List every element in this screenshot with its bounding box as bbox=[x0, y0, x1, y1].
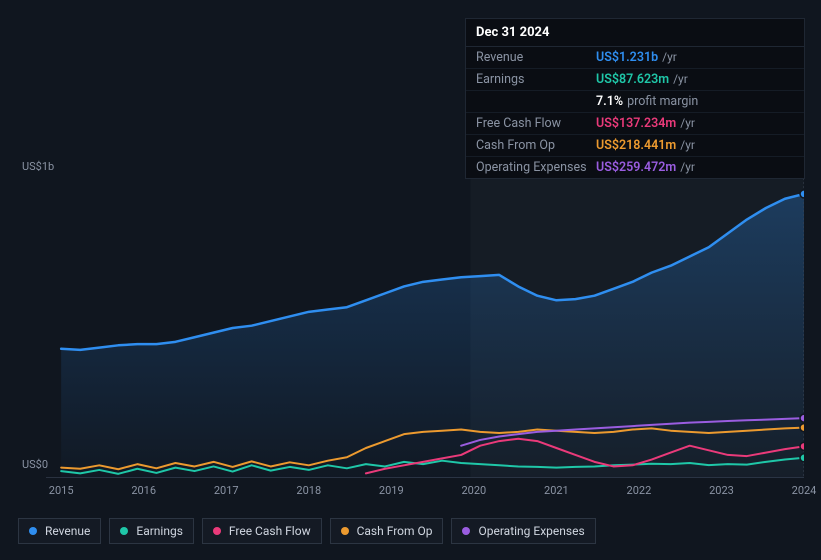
tooltip-row: 7.1% profit margin bbox=[466, 91, 804, 113]
legend-item-opex[interactable]: Operating Expenses bbox=[451, 518, 595, 544]
legend-dot-icon bbox=[29, 527, 37, 535]
x-tick: 2018 bbox=[296, 484, 321, 497]
tooltip-row-pct-label: profit margin bbox=[627, 94, 698, 109]
tooltip-row-value: US$87.623m bbox=[596, 72, 669, 87]
legend-dot-icon bbox=[462, 527, 470, 535]
tooltip-row-value: US$1.231b bbox=[596, 50, 658, 65]
legend-dot-icon bbox=[341, 527, 349, 535]
tooltip-row-unit: /yr bbox=[673, 72, 688, 86]
tooltip-row: EarningsUS$87.623m/yr bbox=[466, 69, 804, 91]
tooltip-row-unit: /yr bbox=[680, 160, 695, 174]
tooltip-row-label: Revenue bbox=[476, 50, 596, 65]
legend-label: Free Cash Flow bbox=[229, 524, 311, 538]
tooltip-row: RevenueUS$1.231b/yr bbox=[466, 47, 804, 69]
chart-legend: Revenue Earnings Free Cash Flow Cash From O… bbox=[18, 518, 596, 544]
legend-dot-icon bbox=[120, 527, 128, 535]
chart-plot-area[interactable] bbox=[46, 178, 804, 478]
chart-tooltip: Dec 31 2024 RevenueUS$1.231b/yrEarningsU… bbox=[465, 18, 805, 179]
x-tick: 2022 bbox=[627, 484, 652, 497]
legend-label: Operating Expenses bbox=[478, 524, 584, 538]
tooltip-row: Cash From OpUS$218.441m/yr bbox=[466, 135, 804, 157]
x-tick: 2019 bbox=[379, 484, 404, 497]
x-tick: 2017 bbox=[214, 484, 239, 497]
x-tick: 2016 bbox=[131, 484, 156, 497]
legend-item-fcf[interactable]: Free Cash Flow bbox=[202, 518, 322, 544]
tooltip-row-unit: /yr bbox=[680, 138, 695, 152]
tooltip-row-value: US$137.234m bbox=[596, 116, 676, 131]
tooltip-date: Dec 31 2024 bbox=[466, 19, 804, 47]
chart-svg bbox=[46, 178, 804, 478]
tooltip-row-label: Cash From Op bbox=[476, 138, 596, 153]
legend-label: Revenue bbox=[45, 524, 90, 538]
y-label-top: US$1b bbox=[22, 160, 54, 173]
tooltip-row-pct: 7.1% bbox=[596, 94, 623, 109]
tooltip-row: Operating ExpensesUS$259.472m/yr bbox=[466, 157, 804, 178]
x-tick: 2023 bbox=[709, 484, 734, 497]
tooltip-row-label: Operating Expenses bbox=[476, 160, 596, 175]
x-tick: 2021 bbox=[544, 484, 569, 497]
legend-dot-icon bbox=[213, 527, 221, 535]
legend-item-revenue[interactable]: Revenue bbox=[18, 518, 101, 544]
legend-item-earnings[interactable]: Earnings bbox=[109, 518, 194, 544]
tooltip-row-value: US$218.441m bbox=[596, 138, 676, 153]
tooltip-row: Free Cash FlowUS$137.234m/yr bbox=[466, 113, 804, 135]
y-label-bottom: US$0 bbox=[22, 458, 48, 471]
x-tick: 2015 bbox=[49, 484, 74, 497]
legend-label: Cash From Op bbox=[357, 524, 433, 538]
tooltip-row-value: US$259.472m bbox=[596, 160, 676, 175]
x-tick: 2024 bbox=[792, 484, 817, 497]
tooltip-row-unit: /yr bbox=[680, 116, 695, 130]
tooltip-row-label: Earnings bbox=[476, 72, 596, 87]
tooltip-row-unit: /yr bbox=[662, 50, 677, 64]
x-tick: 2020 bbox=[461, 484, 486, 497]
legend-item-cfo[interactable]: Cash From Op bbox=[330, 518, 444, 544]
legend-label: Earnings bbox=[136, 524, 183, 538]
tooltip-row-label: Free Cash Flow bbox=[476, 116, 596, 131]
